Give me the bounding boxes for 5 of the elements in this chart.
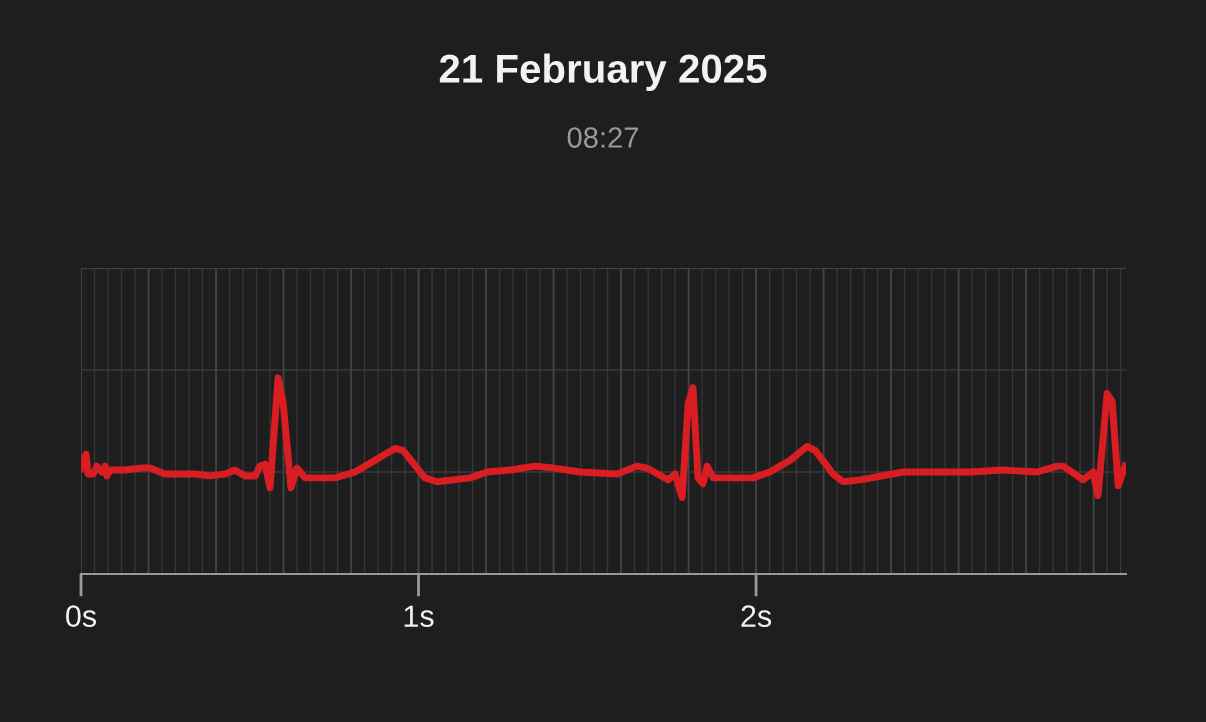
x-tick-label: 2s bbox=[741, 605, 772, 627]
chart-subtitle: 08:27 bbox=[567, 127, 639, 148]
chart-title: 21 February 2025 bbox=[439, 53, 767, 91]
x-tick-label: 0s bbox=[66, 605, 97, 627]
x-tick-label: 1s bbox=[404, 605, 434, 627]
